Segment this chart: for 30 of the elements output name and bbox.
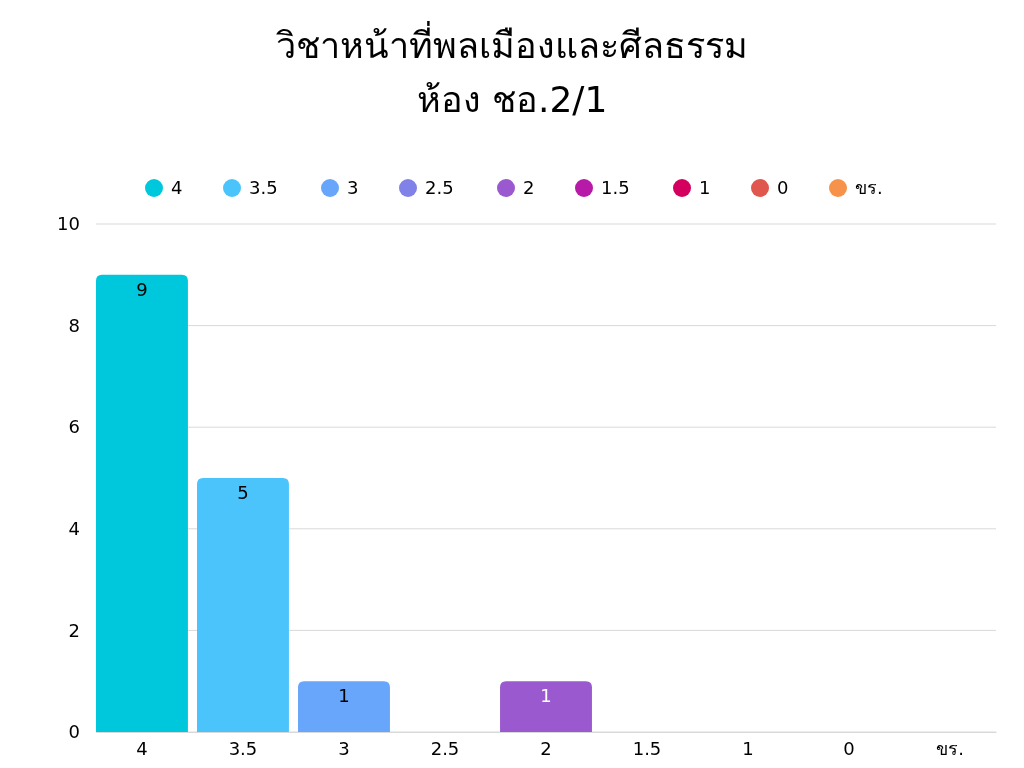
legend-label: 2.5 (425, 177, 454, 198)
x-tick-label: 1 (742, 737, 754, 759)
legend-label: 3.5 (249, 177, 278, 198)
data-label: 1 (540, 685, 552, 707)
y-tick-label: 10 (57, 213, 80, 235)
data-label: 9 (136, 278, 148, 300)
y-tick-label: 0 (68, 721, 80, 743)
x-tick-label: 2 (540, 737, 552, 759)
legend-label: 2 (523, 177, 535, 198)
legend-label: 1 (699, 177, 711, 198)
chart-subtitle: ห้อง ชอ.2/1 (416, 79, 608, 120)
y-tick-label: 6 (68, 416, 80, 438)
legend-label: 1.5 (601, 177, 630, 198)
data-label: 5 (237, 482, 249, 503)
legend-label: 0 (777, 177, 789, 198)
legend-label: 4 (171, 177, 183, 198)
x-tick-label: ขร. (936, 737, 964, 759)
data-label: 1 (338, 685, 350, 707)
legend-label: ขร. (855, 177, 883, 198)
y-tick-label: 8 (68, 314, 80, 336)
x-tick-label: 2.5 (430, 737, 460, 759)
legend-label: 3 (347, 177, 359, 198)
chart-title: วิชาหน้าที่พลเมืองและศีลธรรม (276, 21, 748, 66)
x-tick-label: 4 (136, 737, 148, 759)
x-tick-label: 3.5 (228, 737, 258, 759)
x-tick-label: 1.5 (632, 737, 662, 759)
y-tick-label: 4 (68, 518, 80, 540)
y-tick-label: 2 (68, 619, 80, 641)
x-tick-label: 3 (338, 737, 350, 759)
x-tick-label: 0 (843, 737, 855, 759)
